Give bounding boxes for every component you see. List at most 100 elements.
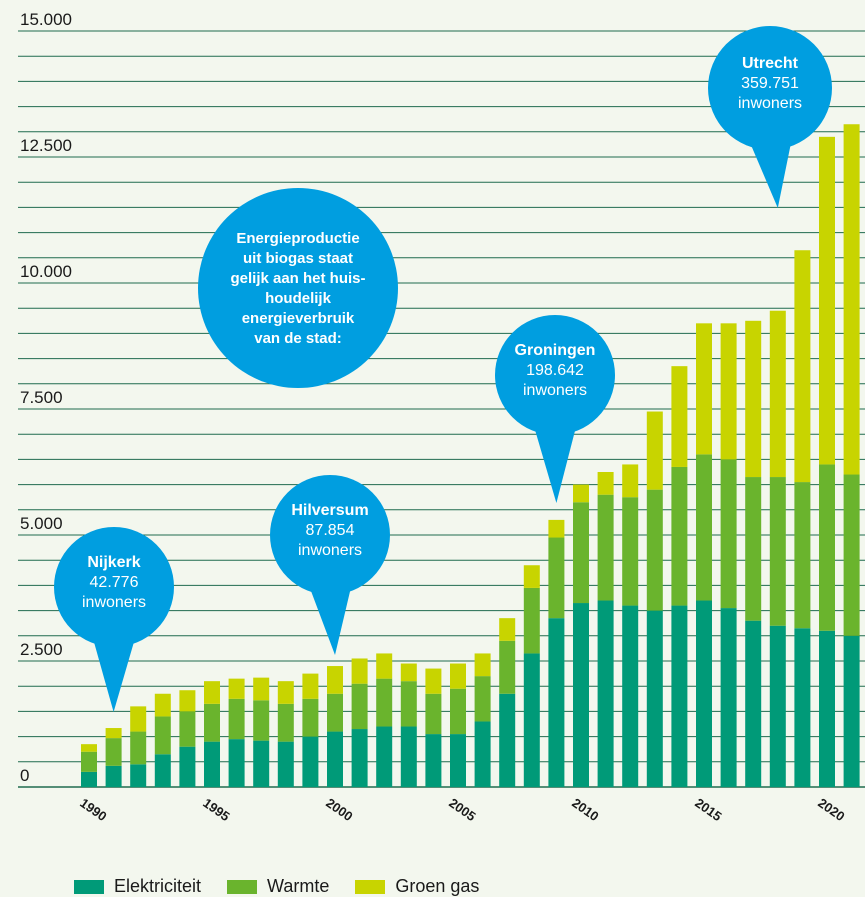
bar-segment xyxy=(548,618,564,787)
bar-segment xyxy=(204,742,220,787)
bar-segment xyxy=(81,744,97,752)
bar-segment xyxy=(376,653,392,678)
info-text-line: Energieproductie xyxy=(236,230,359,247)
bar-segment xyxy=(573,485,589,503)
callout-groningen: Groningen 198.642 inwoners xyxy=(495,315,615,503)
bar-segment xyxy=(598,472,614,495)
info-circle: Energieproductie uit biogas staat gelijk a… xyxy=(198,188,398,388)
x-tick-label: 1995 xyxy=(200,795,232,824)
bar-segment xyxy=(401,727,417,787)
bar-segment xyxy=(721,608,737,787)
legend-item-elektriciteit: Elektriciteit xyxy=(74,876,201,897)
x-axis-labels: 1990 1995 2000 2005 2010 2015 2020 xyxy=(77,795,847,824)
bar-segment xyxy=(548,520,564,538)
bar-segment xyxy=(401,681,417,726)
callout-unit: inwoners xyxy=(738,95,802,112)
callout-hilversum: Hilversum 87.854 inwoners xyxy=(270,475,390,655)
bar-segment xyxy=(327,694,343,732)
bar-segment xyxy=(106,738,122,766)
bar-segment xyxy=(229,679,245,699)
bar-segment xyxy=(130,706,146,731)
bar-segment xyxy=(327,666,343,694)
bar-segment xyxy=(204,704,220,742)
x-tick-label: 2015 xyxy=(692,795,724,824)
x-tick-label: 2020 xyxy=(815,795,847,824)
callout-city: Hilversum xyxy=(291,502,368,519)
legend-label-elektriciteit: Elektriciteit xyxy=(114,876,201,897)
bar-segment xyxy=(721,459,737,608)
bar-segment xyxy=(794,628,810,787)
bar-segment xyxy=(81,752,97,772)
bar-segment xyxy=(130,764,146,787)
bar-segment xyxy=(721,323,737,459)
bar-segment xyxy=(450,734,466,787)
bar-segment xyxy=(278,681,294,704)
bar-segment xyxy=(499,618,515,641)
bar-segment xyxy=(524,588,540,654)
bars xyxy=(81,124,860,787)
x-tick-label: 2000 xyxy=(323,795,355,824)
bar-segment xyxy=(179,690,195,711)
bar-segment xyxy=(844,475,860,636)
bar-segment xyxy=(155,716,171,754)
legend-item-warmte: Warmte xyxy=(227,876,329,897)
info-text-line: van de stad: xyxy=(254,330,342,347)
callouts: Nijkerk 42.776 inwoners Hilversum 87.854 inwo… xyxy=(54,26,832,712)
bar-segment xyxy=(696,323,712,454)
bar-segment xyxy=(671,606,687,787)
bar-segment xyxy=(499,694,515,787)
bar-segment xyxy=(376,727,392,787)
bar-segment xyxy=(671,366,687,467)
bar-segment xyxy=(253,678,269,701)
bar-segment xyxy=(229,739,245,787)
bar-segment xyxy=(819,631,835,787)
legend-item-groen-gas: Groen gas xyxy=(355,876,479,897)
bar-segment xyxy=(425,694,441,734)
y-tick-label: 0 xyxy=(20,766,29,785)
info-text-line: houdelijk xyxy=(265,290,331,307)
bar-segment xyxy=(179,747,195,787)
bar-segment xyxy=(106,728,122,738)
info-text-line: energieverbruik xyxy=(242,310,355,327)
callout-population: 87.854 xyxy=(306,522,355,539)
bar-segment xyxy=(302,699,318,737)
bar-segment xyxy=(155,694,171,717)
bar-segment xyxy=(573,603,589,787)
info-text-line: uit biogas staat xyxy=(243,250,353,267)
bar-segment xyxy=(819,464,835,630)
callout-city: Nijkerk xyxy=(87,554,140,571)
bar-segment xyxy=(819,137,835,465)
bar-segment xyxy=(475,721,491,787)
bar-segment xyxy=(106,766,122,787)
bar-segment xyxy=(499,641,515,694)
callout-nijkerk: Nijkerk42.776inwoners xyxy=(54,527,174,712)
bar-segment xyxy=(352,729,368,787)
y-tick-label: 5.000 xyxy=(20,514,63,533)
y-tick-label: 2.500 xyxy=(20,640,63,659)
y-tick-label: 7.500 xyxy=(20,388,63,407)
callout-city: Utrecht xyxy=(742,55,799,72)
bar-segment xyxy=(179,711,195,746)
bar-segment xyxy=(770,477,786,626)
bar-segment xyxy=(794,482,810,628)
y-tick-label: 15.000 xyxy=(20,10,72,29)
legend-swatch-warmte xyxy=(227,880,257,894)
callout-population: 42.776 xyxy=(90,574,139,591)
bar-segment xyxy=(696,454,712,600)
bar-segment xyxy=(573,502,589,603)
bar-segment xyxy=(302,737,318,787)
bar-segment xyxy=(425,669,441,694)
bar-segment xyxy=(475,676,491,721)
bar-segment xyxy=(794,250,810,482)
bar-segment xyxy=(647,412,663,490)
bar-segment xyxy=(352,684,368,729)
bar-segment xyxy=(622,497,638,605)
bar-segment xyxy=(844,636,860,787)
callout-unit: inwoners xyxy=(523,382,587,399)
bar-segment xyxy=(204,681,220,704)
callout-population: 359.751 xyxy=(741,75,799,92)
bar-segment xyxy=(376,679,392,727)
x-tick-label: 2010 xyxy=(569,795,601,824)
bar-segment xyxy=(770,311,786,477)
bar-segment xyxy=(327,732,343,787)
